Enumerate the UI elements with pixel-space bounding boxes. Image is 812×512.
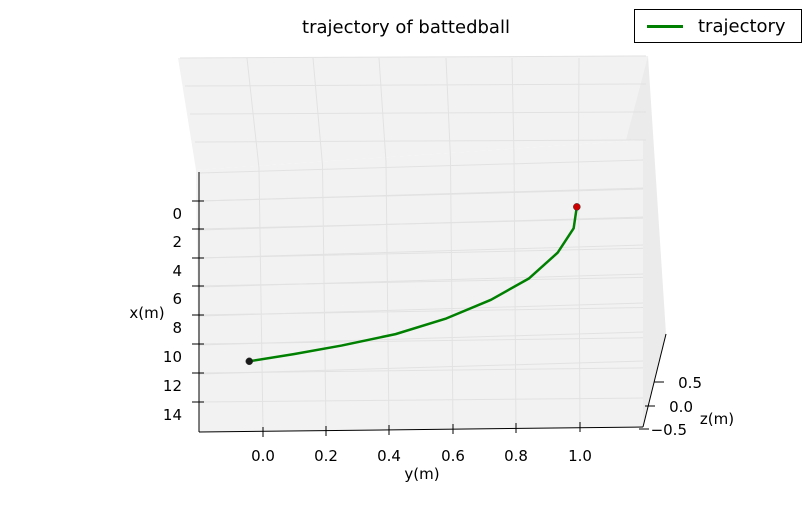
grid-line: [198, 276, 644, 287]
z-tick-label: −0.5: [651, 421, 687, 439]
y-tick-label: 1.0: [568, 447, 592, 465]
x-tick-label: 10: [163, 348, 182, 366]
x-tick-label: 12: [163, 377, 182, 395]
marker-end: [573, 203, 581, 211]
floor-pane: [196, 140, 643, 432]
grid-line: [322, 164, 327, 431]
series-line-trajectory: [249, 206, 579, 363]
x-tick-label: 6: [172, 290, 182, 308]
x-axis-label: x(m): [129, 304, 164, 322]
x-tick-label: 0: [172, 205, 182, 223]
z-axis-label: z(m): [700, 410, 734, 428]
chart-title: trajectory of battedball: [302, 17, 510, 38]
grid-line: [198, 337, 644, 345]
grid-line: [184, 83, 647, 87]
grid-line: [198, 367, 644, 374]
y-axis-spine: [198, 426, 644, 433]
grid-line: [189, 111, 647, 115]
x-tick-label: 8: [172, 319, 182, 337]
tick-marks: [192, 200, 664, 437]
y-tick-label: 0.4: [377, 447, 401, 465]
legend: trajectory: [634, 9, 802, 43]
legend-swatch: [647, 25, 683, 28]
grid-line: [198, 217, 644, 230]
grid-line: [385, 161, 390, 431]
grid-line: [258, 167, 264, 431]
grid-line: [450, 158, 454, 431]
grid-line: [378, 57, 387, 163]
grid-line: [578, 152, 581, 431]
x-tick-label: 14: [163, 406, 182, 424]
z-tick-label: 0.5: [678, 374, 702, 392]
grid-line: [198, 397, 644, 403]
grid-line: [198, 159, 644, 174]
grid-line: [312, 57, 323, 166]
y-tick-label: 0.6: [441, 447, 465, 465]
y-tick-label: 0.2: [314, 447, 338, 465]
grid-line: [513, 155, 517, 431]
grid-line: [198, 244, 644, 259]
y-tick-label: 0.8: [504, 447, 528, 465]
side-pane: [626, 56, 666, 427]
grid-line: [198, 307, 644, 316]
grid-line: [246, 57, 260, 169]
z-tick-label: 0.0: [669, 398, 693, 416]
series-layer: [245, 203, 581, 366]
z-axis-spine: [642, 333, 667, 428]
grid-line: [198, 247, 644, 259]
grid-lines: [179, 55, 647, 431]
legend-label: trajectory: [698, 16, 786, 37]
grid-line: [511, 57, 515, 157]
grid-line: [194, 139, 647, 143]
y-tick-label: 0.0: [251, 447, 275, 465]
grid-line: [198, 188, 644, 202]
x-tick-label: 2: [172, 233, 182, 251]
grid-line: [445, 57, 451, 160]
tick-labels: 0 2 4 6 8 10 12 14 0.0 0.2 0.4 0.6 0.8 1.0 0.5 0.0 −0.5: [163, 205, 702, 465]
x-tick-label: 4: [172, 262, 182, 280]
y-axis-label: y(m): [404, 465, 439, 483]
marker-start: [245, 357, 254, 366]
grid-line: [179, 55, 647, 59]
grid-line: [578, 57, 580, 154]
